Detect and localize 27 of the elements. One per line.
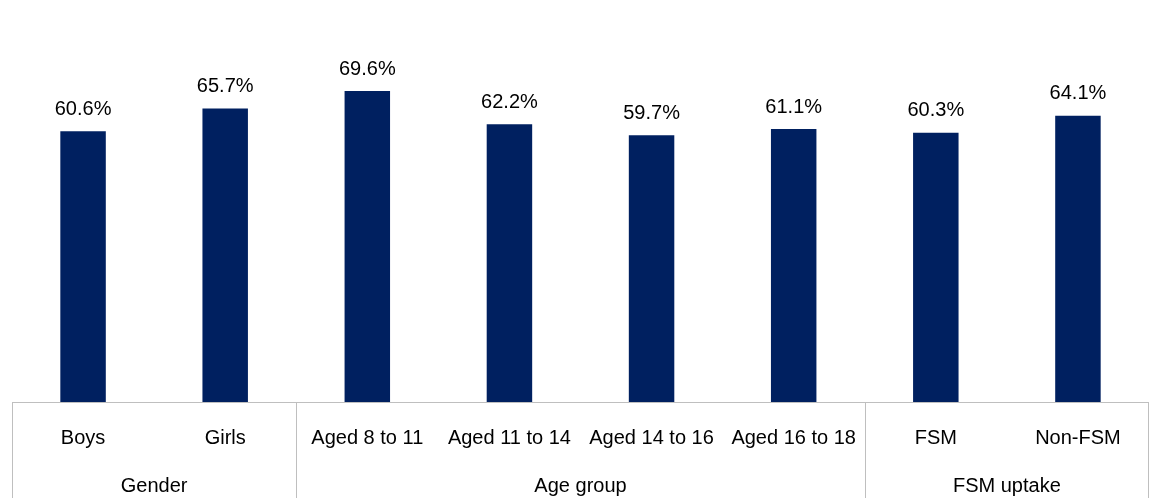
data-label: 64.1% <box>1049 81 1107 104</box>
bar <box>344 91 391 402</box>
bar <box>913 132 959 402</box>
bar <box>1055 115 1101 402</box>
x-tick-label: Aged 11 to 14 <box>447 425 571 448</box>
bar <box>486 124 533 402</box>
x-tick-label: Non-FSM <box>1035 425 1121 448</box>
bar <box>628 135 675 402</box>
data-label: 69.6% <box>338 56 396 79</box>
data-label: 65.7% <box>196 74 254 97</box>
bar <box>60 131 106 402</box>
x-tick-label: Boys <box>60 425 106 448</box>
data-label: 61.1% <box>765 94 823 117</box>
text: FSM uptake <box>952 473 1061 496</box>
text: Gender <box>120 473 188 496</box>
text: Age group <box>534 473 627 496</box>
data-label: 59.7% <box>623 100 681 123</box>
x-tick-label: Girls <box>204 425 246 448</box>
x-tick-label: Aged 8 to 11 <box>311 425 424 448</box>
data-label: 62.2% <box>481 89 538 112</box>
bar <box>202 108 248 402</box>
x-tick-label: Aged 16 to 18 <box>731 425 856 448</box>
data-label: 60.3% <box>907 98 965 121</box>
x-tick-label: FSM <box>914 425 957 448</box>
bar <box>770 129 817 402</box>
data-label: 60.6% <box>54 96 112 119</box>
x-tick-label: Aged 14 to 16 <box>589 425 714 448</box>
